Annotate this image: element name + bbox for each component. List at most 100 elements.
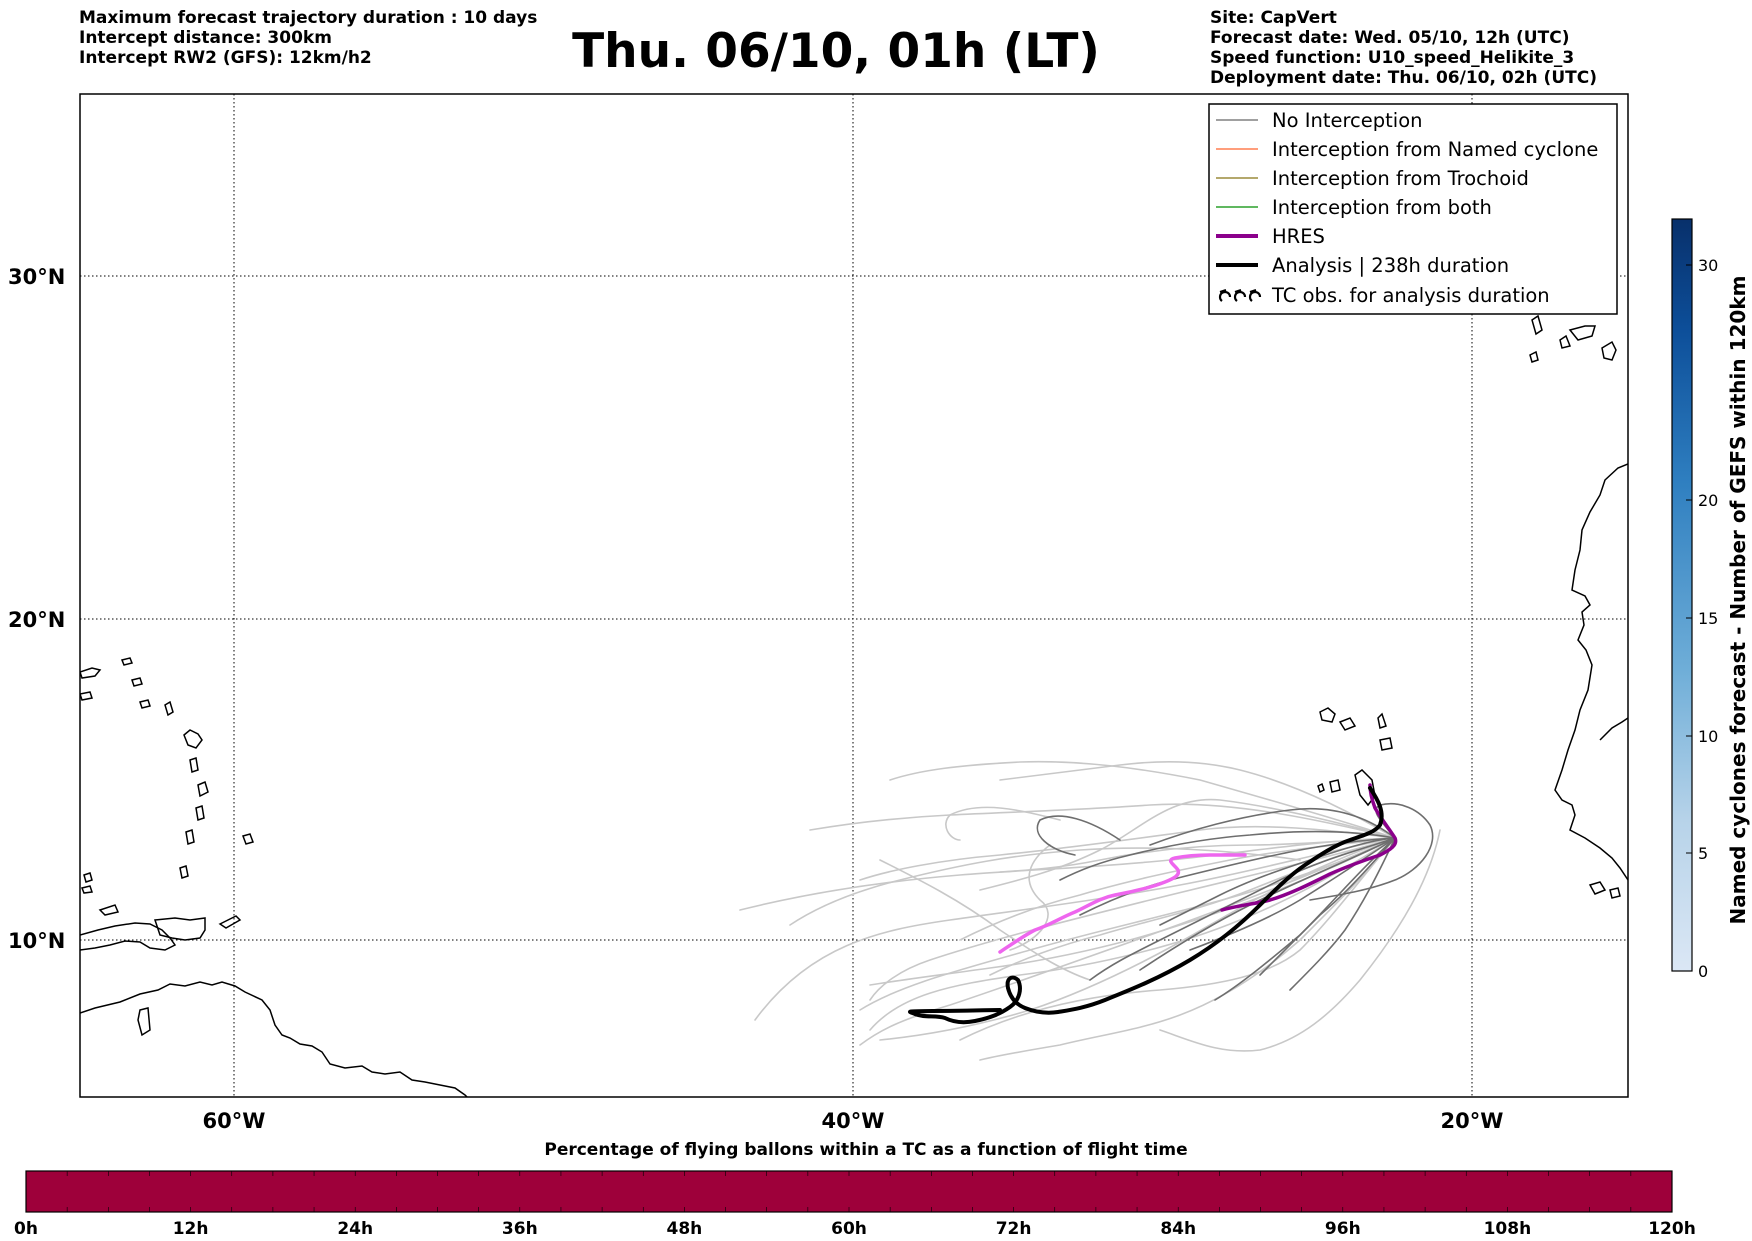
paria-coast [80,922,177,951]
bottom-colorbar-tick-label: 120h [1648,1219,1696,1239]
vieques [80,691,93,701]
trajectory [1289,837,1396,991]
legend-item: Interception from Trochoid [1216,167,1529,190]
cape-verde-brava [1317,782,1325,794]
site-text: Site: CapVert [1210,8,1337,28]
trajectory [789,847,1301,926]
africa-coast-inner [1599,717,1628,741]
trajectory [1059,830,1396,881]
trajectory [979,798,1396,891]
trajectory [889,760,1396,839]
legend-box [1208,103,1618,315]
cyclone-symbol-icon [1218,288,1262,302]
trajectory [1159,829,1441,1052]
colorbar-tick-label: 0 [1698,962,1708,981]
hres-trajectory [998,783,1398,954]
bottom-colorbar-tick-label: 60h [831,1219,867,1239]
legend-label: Interception from Trochoid [1272,167,1529,190]
dark-trajectories [1036,803,1434,1001]
south-america-coast [80,981,469,1097]
bottom-colorbar-bar [25,1170,1673,1213]
bottom-colorbar-tick-label: 72h [996,1219,1032,1239]
page-title: Thu. 06/10, 01h (LT) [572,24,1100,79]
deployment-date-text: Deployment date: Thu. 06/10, 02h (UTC) [1210,68,1597,88]
legend-item: Interception from Named cyclone [1216,138,1598,161]
cape-verde-santo-antao [1319,707,1336,723]
bottom-colorbar: Percentage of flying ballons within a TC… [14,1140,1696,1239]
aruba [80,885,94,894]
trajectory [1009,844,1051,951]
colorbar-tick-label: 5 [1698,844,1708,863]
trajectory [1159,837,1396,926]
canary-2 [1559,334,1572,349]
bottom-colorbar-ticks: 0h 12h 24h 36h 48h 60h 72h 84h 96h 108h 120h [14,1219,1696,1239]
canary-4 [1601,340,1617,361]
bottom-colorbar-tick-label: 24h [337,1219,373,1239]
bottom-colorbar-tick-label: 0h [14,1219,38,1239]
bijagos-islands [1588,881,1621,899]
colorbar-ticks [1686,264,1692,972]
legend-label: No Interception [1272,109,1423,132]
canary-3 [1568,325,1597,341]
trinidad [153,917,206,941]
analysis-trajectory [907,786,1384,1025]
forecast-date-text: Forecast date: Wed. 05/10, 12h (UTC) [1210,28,1570,48]
africa-coast [1554,463,1628,881]
trajectory [999,837,1396,873]
bottom-colorbar-tick-label: 108h [1484,1219,1532,1239]
lat-tick-label: 20°N [8,608,65,632]
legend-item: HRES [1216,225,1325,248]
legend-item: Analysis | 238h duration [1216,254,1509,277]
legend-label: Interception from Named cyclone [1272,138,1598,161]
antigua [164,700,174,717]
bottom-colorbar-tick-label: 12h [173,1219,209,1239]
header-info-left: Maximum forecast trajectory duration : 1… [79,8,537,68]
curacao [83,872,93,883]
legend-label: Interception from both [1272,196,1492,219]
legend-label: HRES [1272,225,1325,248]
trajectory [754,837,1396,1021]
bottom-colorbar-tick-label: 96h [1325,1219,1361,1239]
trajectory [945,806,1061,841]
max-duration-text: Maximum forecast trajectory duration : 1… [79,8,538,28]
guadeloupe [183,729,203,749]
bottom-colorbar-tick-label: 36h [502,1219,538,1239]
lon-tick-label: 20°W [1441,1109,1504,1133]
hres-track-dark [1220,783,1398,912]
trajectory [739,837,1396,911]
trajectory [979,837,1396,1061]
legend: No Interception Interception from Named … [1208,103,1618,315]
header-info-right: Site: CapVert Forecast date: Wed. 05/10,… [1210,8,1597,88]
trajectory [1214,837,1396,1001]
cape-verde-fogo [1329,779,1341,793]
grenada [179,865,189,879]
bvi [120,657,134,666]
trajectory [1089,837,1396,981]
trajectory [859,825,1396,881]
puerto-rico [80,667,102,679]
trajectory [1149,807,1396,846]
trajectory [809,803,1396,839]
right-colorbar: 0 5 10 15 20 30 Named cyclones forecast … [1671,218,1750,981]
hres-track-light [998,853,1247,954]
colorbar-tick-label: 30 [1698,256,1718,275]
cape-verde-sao-vicente [1338,717,1357,731]
coastlines [80,314,1628,1097]
ensemble-trajectories-no-interception [739,760,1441,1061]
trajectory [959,837,1396,1041]
colorbar-tick-label: 15 [1698,609,1718,628]
map-frame [79,93,1629,1098]
trajectory [869,837,1396,1031]
anguilla [139,699,151,709]
bottom-colorbar-tick-label: 84h [1160,1219,1196,1239]
canary-5 [1529,350,1539,363]
speed-function-text: Speed function: U10_speed_Helikite_3 [1210,48,1575,68]
canary-1 [1531,314,1543,336]
lat-tick-label: 30°N [8,265,65,289]
lon-tick-label: 40°W [822,1109,885,1133]
venezuela-islands [98,904,120,916]
bottom-colorbar-minor-ticks [66,1171,1632,1212]
trajectory [879,837,1396,1041]
trajectory [1036,815,1121,856]
